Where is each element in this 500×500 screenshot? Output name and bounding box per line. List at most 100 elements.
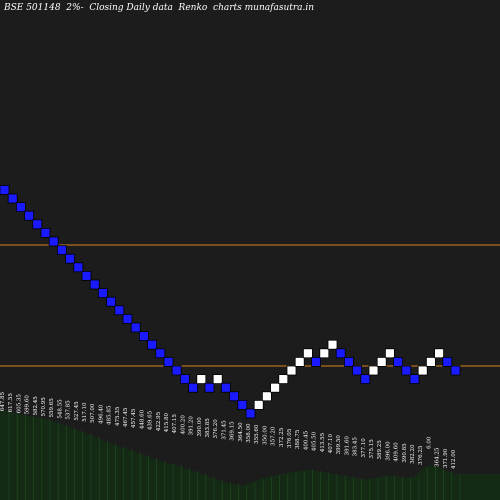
renko-brick-up — [212, 374, 223, 385]
renko-brick-down — [122, 313, 133, 324]
brick-price-label: 496.40 — [98, 404, 104, 424]
brick-price-labels: 647.85 617.55 605.35 599.60 582.45 570.95 559.… — [0, 392, 457, 470]
renko-brick-down — [450, 365, 461, 376]
brick-price-label: 405.50 — [312, 431, 318, 451]
renko-brick-down — [335, 348, 346, 359]
brick-price-label: 548.55 — [57, 399, 63, 419]
renko-brick-down — [245, 408, 256, 419]
brick-price-label: 382.20 — [410, 444, 416, 464]
brick-price-label: 485.85 — [107, 405, 113, 425]
brick-price-label: 350.00 — [262, 425, 268, 445]
renko-brick-up — [417, 365, 428, 376]
renko-brick-up — [196, 374, 207, 385]
brick-price-label: 617.55 — [8, 393, 14, 413]
renko-brick-down — [98, 288, 108, 299]
brick-price-label: 517.10 — [82, 402, 88, 422]
brick-price-label: 413.55 — [320, 432, 326, 452]
renko-brick-down — [65, 253, 75, 264]
renko-brick-down — [147, 339, 158, 350]
brick-price-label: 582.45 — [33, 396, 39, 416]
brick-price-label: 389.25 — [377, 440, 383, 460]
brick-price-label: 407.15 — [172, 414, 178, 434]
brick-price-label: 390.00 — [197, 417, 203, 437]
renko-brick-down — [393, 356, 404, 367]
brick-price-label: 507.00 — [90, 403, 96, 423]
brick-price-label: 376.05 — [287, 428, 293, 448]
renko-brick-down — [24, 210, 35, 221]
renko-bricks — [0, 184, 461, 419]
renko-brick-up — [376, 356, 387, 367]
renko-brick-up — [384, 348, 395, 359]
brick-price-label: 355.60 — [254, 424, 260, 444]
renko-brick-down — [220, 382, 231, 393]
renko-brick-down — [237, 399, 248, 410]
renko-brick-up — [286, 365, 297, 376]
brick-price-label: 388.75 — [295, 429, 301, 449]
brick-price-label: 371.45 — [221, 420, 227, 440]
renko-brick-down — [138, 331, 149, 342]
brick-price-label: 457.45 — [131, 408, 137, 428]
renko-brick-down — [57, 245, 67, 256]
renko-brick-up — [261, 391, 272, 402]
brick-price-label: 391.20 — [189, 416, 195, 436]
renko-brick-down — [163, 356, 174, 367]
renko-brick-up — [278, 374, 289, 385]
chart-title: BSE 501148 2%- Closing Daily data Renko … — [4, 3, 315, 13]
renko-brick-down — [401, 365, 412, 376]
brick-price-label: 357.20 — [271, 426, 277, 446]
brick-price-label: 372.25 — [279, 427, 285, 447]
brick-price-label: 467.45 — [123, 407, 129, 427]
brick-price-label: 412.00 — [451, 449, 457, 469]
brick-price-label: 383.45 — [353, 437, 359, 457]
brick-price-label: 570.95 — [41, 397, 47, 417]
renko-brick-down — [89, 279, 100, 290]
brick-price-label: 377.10 — [361, 438, 367, 458]
brick-price-label: 647.85 — [0, 392, 6, 412]
volume-area-fill — [0, 410, 500, 500]
renko-brick-down — [7, 193, 18, 204]
renko-brick-down — [48, 236, 59, 247]
brick-price-label: 537.85 — [66, 400, 72, 420]
renko-brick-down — [81, 270, 92, 281]
brick-price-label: 396.00 — [385, 441, 391, 461]
brick-price-label: 364.25 — [435, 447, 441, 467]
brick-price-label: 371.90 — [443, 448, 449, 468]
renko-brick-down — [188, 382, 199, 393]
renko-brick-down — [409, 374, 420, 385]
renko-brick-down — [171, 365, 182, 376]
renko-brick-up — [270, 382, 281, 393]
renko-brick-down — [352, 365, 363, 376]
renko-brick-down — [40, 227, 51, 238]
renko-brick-down — [106, 296, 116, 307]
renko-brick-down — [0, 184, 10, 195]
brick-price-label: 391.60 — [344, 436, 350, 456]
renko-brick-up — [434, 348, 445, 359]
brick-price-label: 422.95 — [156, 411, 162, 431]
renko-brick-down — [15, 202, 26, 213]
brick-price-label: 527.45 — [74, 401, 80, 421]
renko-brick-down — [442, 356, 453, 367]
brick-price-label: 559.65 — [49, 398, 55, 418]
renko-brick-up — [302, 348, 313, 359]
renko-brick-up — [368, 365, 379, 376]
renko-brick-down — [130, 322, 141, 333]
brick-price-label: 390.85 — [402, 443, 408, 463]
renko-brick-down — [229, 391, 240, 402]
brick-price-label: 376.25 — [418, 445, 424, 465]
renko-brick-down — [311, 356, 322, 367]
renko-brick-down — [114, 305, 125, 316]
brick-price-label: 399.50 — [336, 435, 342, 455]
renko-brick-down — [155, 348, 166, 359]
brick-price-label: 369.15 — [230, 421, 236, 441]
brick-price-label: 400.20 — [180, 415, 186, 435]
renko-brick-up — [319, 348, 330, 359]
brick-price-label: 409.60 — [394, 442, 400, 462]
brick-price-label: 400.45 — [303, 430, 309, 450]
renko-brick-up — [327, 339, 338, 350]
brick-price-label: 376.20 — [213, 419, 219, 439]
renko-brick-down — [73, 262, 84, 273]
renko-brick-up — [425, 356, 436, 367]
renko-brick-up — [253, 399, 264, 410]
brick-price-label: 375.15 — [369, 439, 375, 459]
